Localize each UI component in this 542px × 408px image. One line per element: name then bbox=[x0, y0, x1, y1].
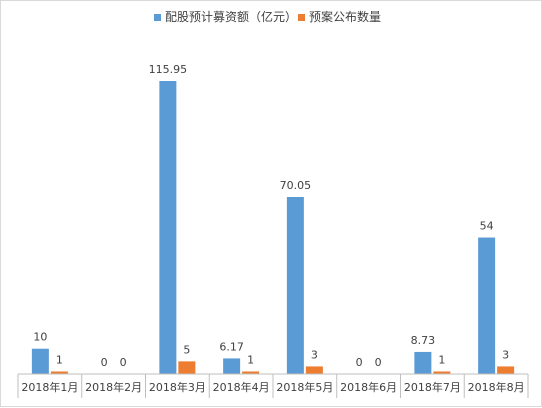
bar-2-8 bbox=[497, 366, 515, 374]
bar-1-5 bbox=[286, 196, 304, 374]
bar-2-5 bbox=[305, 366, 323, 374]
x-tick-label-3: 2018年3月 bbox=[149, 380, 206, 394]
bar-1-4 bbox=[223, 358, 241, 374]
bar-2-7 bbox=[433, 371, 451, 374]
data-label-2-4: 1 bbox=[247, 353, 254, 366]
bar-2-3 bbox=[178, 361, 196, 374]
legend-label-1: 配股预计募资额（亿元） bbox=[165, 9, 297, 24]
data-label-2-6: 0 bbox=[375, 356, 382, 369]
data-label-1-7: 8.73 bbox=[411, 334, 436, 347]
data-label-1-1: 10 bbox=[33, 331, 47, 344]
legend: 配股预计募资额（亿元） 预案公布数量 bbox=[154, 9, 381, 24]
bar-2-1 bbox=[50, 371, 68, 374]
data-label-1-2: 0 bbox=[101, 356, 108, 369]
x-tick-label-8: 2018年8月 bbox=[468, 380, 525, 394]
data-label-2-8: 3 bbox=[502, 348, 509, 361]
legend-label-2: 预案公布数量 bbox=[309, 9, 381, 24]
legend-swatch-2 bbox=[298, 14, 305, 21]
bar-1-7 bbox=[414, 351, 432, 374]
x-tick-label-1: 2018年1月 bbox=[21, 380, 78, 394]
bars bbox=[31, 81, 515, 374]
bar-1-8 bbox=[478, 237, 496, 374]
data-label-2-2: 0 bbox=[120, 356, 127, 369]
data-label-2-3: 5 bbox=[183, 343, 190, 356]
data-label-1-4: 6.17 bbox=[219, 340, 244, 353]
data-label-1-5: 70.05 bbox=[280, 179, 312, 192]
bar-2-4 bbox=[242, 371, 260, 374]
x-tick-label-7: 2018年7月 bbox=[404, 380, 461, 394]
data-label-2-1: 1 bbox=[56, 353, 63, 366]
x-tick-label-2: 2018年2月 bbox=[85, 380, 142, 394]
data-label-1-8: 54 bbox=[480, 220, 494, 233]
data-label-2-5: 3 bbox=[311, 348, 318, 361]
x-tick-label-6: 2018年6月 bbox=[340, 380, 397, 394]
x-axis: 2018年1月 2018年2月 2018年3月 2018年4月 2018年5月 2018年… bbox=[17, 373, 529, 398]
bar-1-1 bbox=[31, 348, 49, 374]
bar-1-3 bbox=[159, 81, 177, 374]
x-tick-label-4: 2018年4月 bbox=[213, 380, 270, 394]
data-label-2-7: 1 bbox=[438, 353, 445, 366]
data-label-1-6: 0 bbox=[356, 356, 363, 369]
data-label-1-3: 115.95 bbox=[149, 63, 188, 76]
x-tick-label-5: 2018年5月 bbox=[276, 380, 333, 394]
legend-swatch-1 bbox=[154, 14, 161, 21]
